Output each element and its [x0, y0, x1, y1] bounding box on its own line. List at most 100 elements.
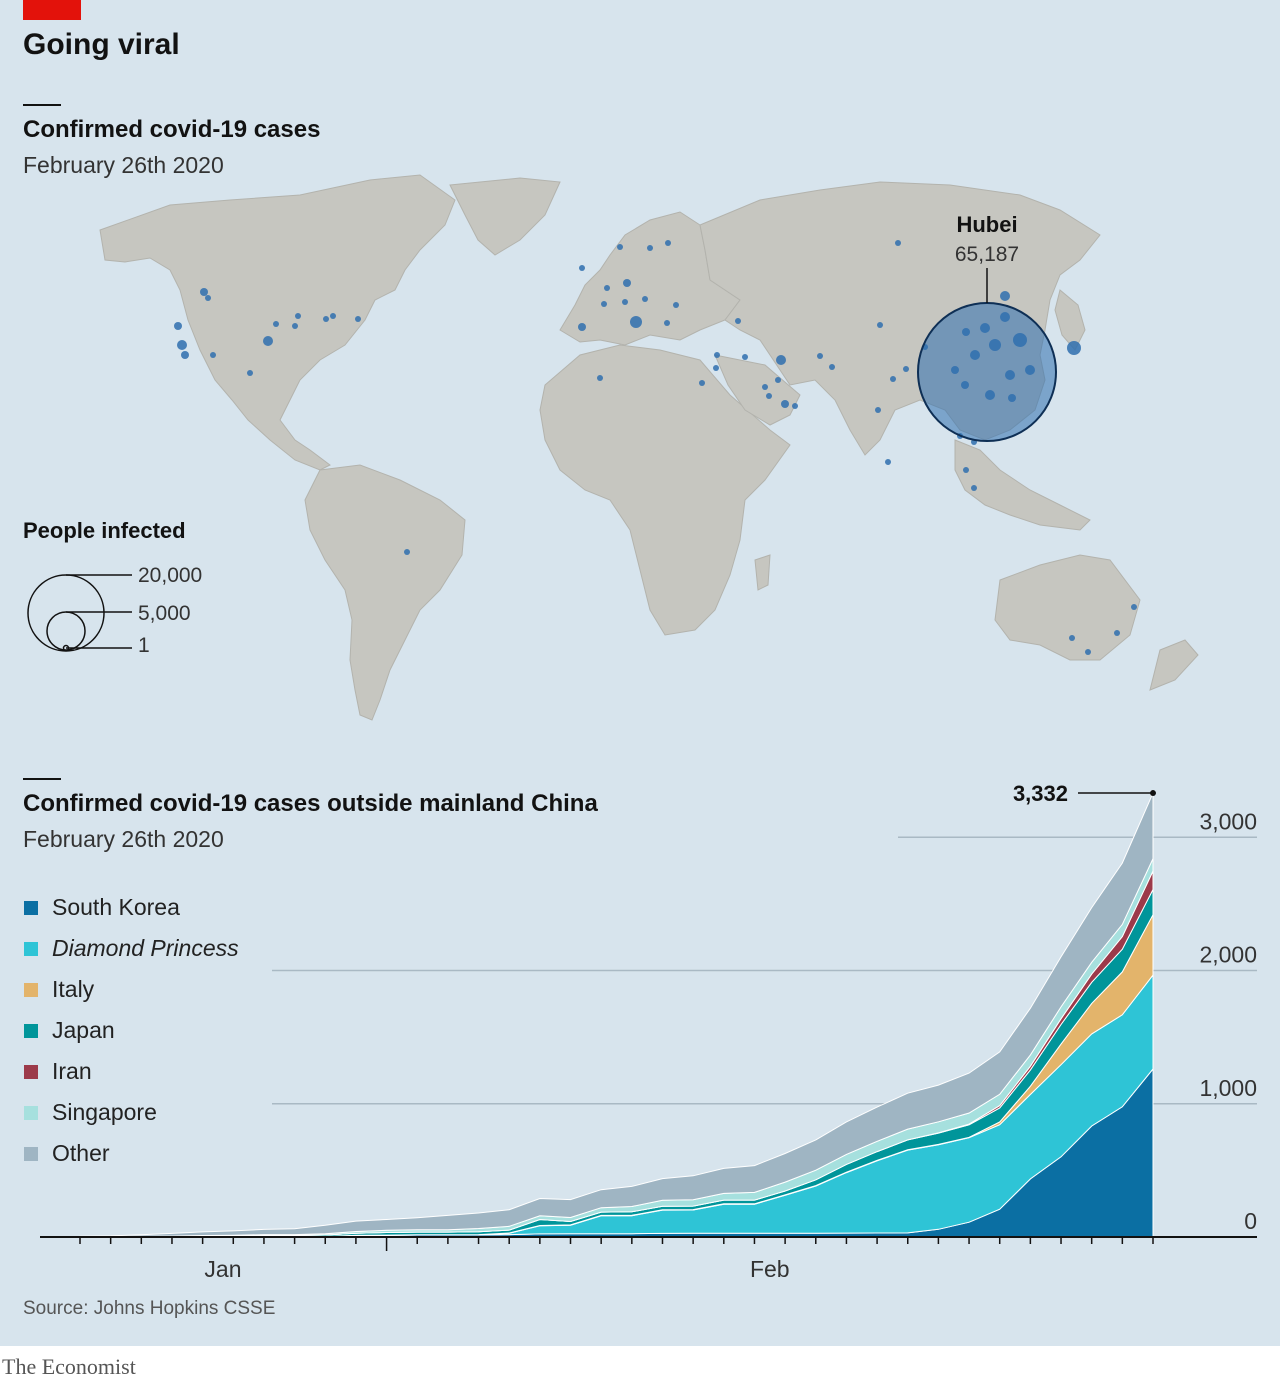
case-bubble — [781, 400, 789, 408]
legend-item: Japan — [24, 1017, 115, 1044]
case-bubble — [903, 366, 909, 372]
case-bubble — [630, 316, 642, 328]
case-bubble — [642, 296, 648, 302]
case-bubble — [875, 407, 881, 413]
legend-label: Italy — [52, 976, 95, 1002]
size-legend-label-1: 1 — [138, 634, 150, 657]
case-bubble — [766, 393, 772, 399]
case-bubble — [1114, 630, 1120, 636]
brand-logo-text: The Economist — [2, 1354, 136, 1379]
case-bubble — [263, 336, 273, 346]
case-bubble — [664, 320, 670, 326]
chart-date: February 26th 2020 — [23, 826, 224, 852]
legend-label: Japan — [52, 1017, 115, 1043]
case-bubble — [597, 375, 603, 381]
case-bubble — [647, 245, 653, 251]
area-series — [79, 792, 1154, 1238]
legend-swatch — [24, 1105, 38, 1120]
case-bubble — [714, 352, 720, 358]
legend-item: Iran — [24, 1058, 92, 1085]
australia-landmass — [994, 554, 1141, 661]
total-callout-dot — [1150, 790, 1156, 797]
map-date: February 26th 2020 — [23, 152, 224, 178]
legend-swatch — [24, 1064, 38, 1079]
y-tick-label: 0 — [1244, 1208, 1257, 1234]
brand-red-bar — [23, 0, 81, 20]
south-america-landmass — [304, 464, 466, 721]
case-bubble — [247, 370, 253, 376]
case-bubble — [295, 313, 301, 319]
size-legend-circles — [27, 574, 132, 652]
legend-swatch — [24, 941, 38, 956]
case-bubble — [200, 288, 208, 296]
y-tick-label: 1,000 — [1199, 1075, 1257, 1101]
hubei-label: Hubei — [956, 212, 1017, 237]
stacked-area-chart: 0 1,000 2,000 3,000 Jan Feb 3,332 — [40, 781, 1257, 1282]
page-title: Going viral — [23, 28, 180, 61]
case-bubble — [665, 240, 671, 246]
legend-swatch — [24, 900, 38, 915]
legend-item: Other — [24, 1140, 110, 1167]
section-rule — [23, 104, 61, 106]
section-rule — [23, 778, 61, 780]
case-bubble — [742, 354, 748, 360]
map-subtitle: Confirmed covid-19 cases — [23, 116, 321, 143]
case-bubble — [762, 384, 768, 390]
case-bubble — [877, 322, 883, 328]
legend-item: Singapore — [24, 1099, 157, 1126]
case-bubble — [713, 365, 719, 371]
case-bubble — [776, 355, 786, 365]
case-bubble — [604, 285, 610, 291]
hubei-value: 65,187 — [955, 243, 1019, 266]
legend-item: South Korea — [24, 894, 180, 921]
case-bubble — [971, 485, 977, 491]
case-bubble — [735, 318, 741, 324]
legend-label: Singapore — [52, 1099, 157, 1125]
case-bubble — [699, 380, 705, 386]
size-legend-label-5000: 5,000 — [138, 602, 191, 625]
case-bubble — [578, 323, 586, 331]
case-bubble — [579, 265, 585, 271]
greenland-landmass — [449, 177, 561, 256]
size-legend-title: People infected — [23, 518, 186, 543]
case-bubble — [817, 353, 823, 359]
case-bubble — [1131, 604, 1137, 610]
case-bubble — [895, 240, 901, 246]
case-bubble — [885, 459, 891, 465]
case-bubble — [177, 340, 187, 350]
case-bubble — [622, 299, 628, 305]
legend-item: Italy — [24, 976, 94, 1003]
new-zealand-landmass — [1149, 639, 1199, 691]
case-bubble — [792, 403, 798, 409]
total-callout-label: 3,332 — [1013, 781, 1068, 806]
legend-label: South Korea — [52, 894, 180, 920]
chart-panel: Going viral Confirmed covid-19 cases Feb… — [0, 0, 1280, 1346]
x-tick-label: Jan — [204, 1256, 241, 1282]
case-bubble — [404, 549, 410, 555]
legend-label: Iran — [52, 1058, 92, 1084]
case-bubble — [355, 316, 361, 322]
case-bubble — [1000, 291, 1010, 301]
case-bubble — [1067, 341, 1081, 355]
case-bubble — [1085, 649, 1091, 655]
arabia-landmass — [714, 354, 801, 426]
case-bubble — [210, 352, 216, 358]
case-bubble — [775, 377, 781, 383]
africa-landmass — [539, 344, 791, 636]
chart-subtitle: Confirmed covid-19 cases outside mainlan… — [23, 790, 598, 817]
case-bubble — [273, 321, 279, 327]
source-note: Source: Johns Hopkins CSSE — [23, 1298, 276, 1319]
size-legend-label-20000: 20,000 — [138, 564, 202, 587]
case-bubble — [292, 323, 298, 329]
case-bubble — [174, 322, 182, 330]
legend-swatch — [24, 1146, 38, 1161]
madagascar-landmass — [754, 554, 771, 591]
case-bubble — [829, 364, 835, 370]
case-bubble — [601, 301, 607, 307]
legend-swatch — [24, 1023, 38, 1038]
case-bubble — [181, 351, 189, 359]
y-tick-label: 3,000 — [1199, 808, 1257, 834]
case-bubble — [205, 295, 211, 301]
case-bubble — [617, 244, 623, 250]
case-bubble — [673, 302, 679, 308]
